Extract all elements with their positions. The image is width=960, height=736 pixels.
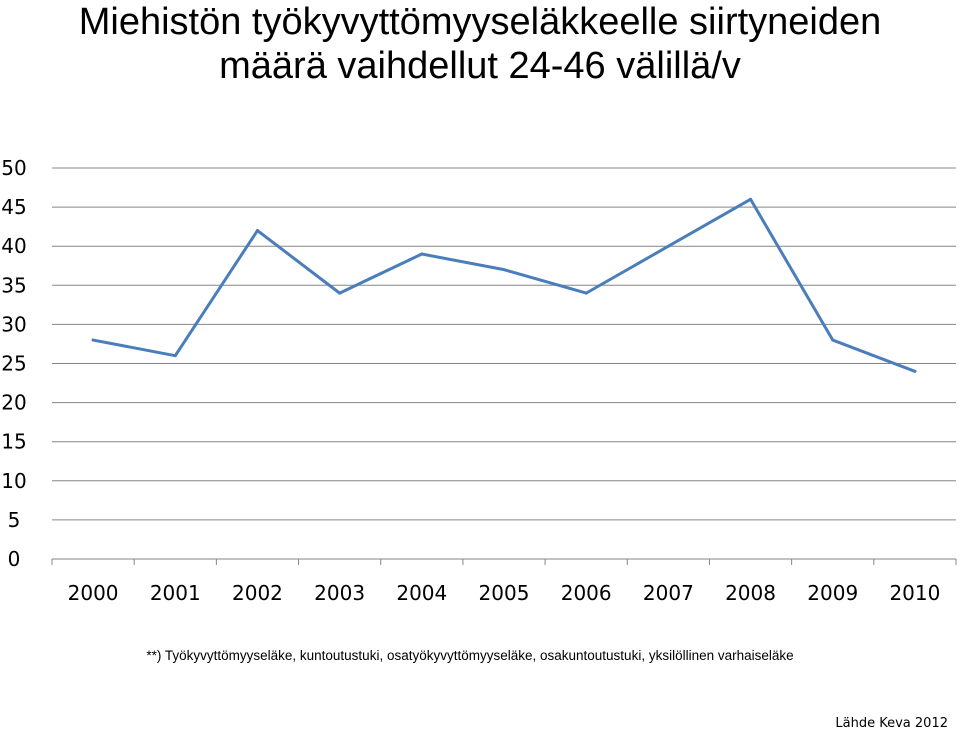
x-tick-label: 2000: [68, 581, 119, 605]
x-tick-label: 2006: [561, 581, 612, 605]
x-tick-label: 2008: [725, 581, 776, 605]
y-tick-label: 20: [1, 391, 26, 415]
y-tick-label: 45: [1, 195, 26, 219]
data-point: [173, 354, 177, 358]
y-tick-label: 25: [1, 352, 26, 376]
y-tick-label: 5: [8, 508, 21, 532]
data-point: [338, 291, 342, 295]
data-point: [749, 197, 753, 201]
y-tick-label: 10: [1, 469, 26, 493]
data-point: [420, 252, 424, 256]
y-tick-label: 0: [8, 547, 21, 571]
x-tick-label: 2007: [643, 581, 694, 605]
x-tick-label: 2010: [889, 581, 940, 605]
chart-title-line-1: Miehistön työkyvyttömyyseläkkeelle siirt…: [78, 1, 882, 43]
footnote: **) Työkyvyttömyyseläke, kuntoutustuki, …: [146, 648, 794, 663]
data-point: [502, 268, 506, 272]
data-point: [255, 229, 259, 233]
gridlines: [52, 167, 956, 521]
x-axis: [51, 558, 957, 565]
source-note: Lähde Keva 2012: [835, 716, 948, 731]
y-tick-label: 40: [1, 234, 26, 258]
y-tick-label: 30: [1, 312, 26, 336]
y-tick-label: 50: [1, 156, 26, 180]
data-point: [831, 338, 835, 342]
x-tick-label: 2005: [479, 581, 530, 605]
x-tick-label: 2002: [232, 581, 283, 605]
y-tick-label: 35: [1, 273, 26, 297]
y-tick-label: 15: [1, 430, 26, 454]
x-tick-label: 2001: [150, 581, 201, 605]
chart-title-line-2: määrä vaihdellut 24-46 välillä/v: [219, 45, 741, 87]
y-axis-tick-labels: 0 5 10 15 20 25 30 35 40 45 50: [1, 156, 26, 571]
x-tick-label: 2004: [396, 581, 447, 605]
data-point: [91, 338, 95, 342]
x-axis-tick-labels: 2000 2001 2002 2003 2004 2005 2006 2007 2008 2009…: [68, 581, 941, 605]
x-tick-label: 2003: [314, 581, 365, 605]
x-tick-label: 2009: [807, 581, 858, 605]
data-point: [913, 369, 917, 373]
chart-title: Miehistön työkyvyttömyyseläkkeelle siirt…: [0, 0, 960, 88]
data-point: [584, 291, 588, 295]
data-point: [666, 244, 670, 248]
series-layer: [91, 197, 917, 373]
